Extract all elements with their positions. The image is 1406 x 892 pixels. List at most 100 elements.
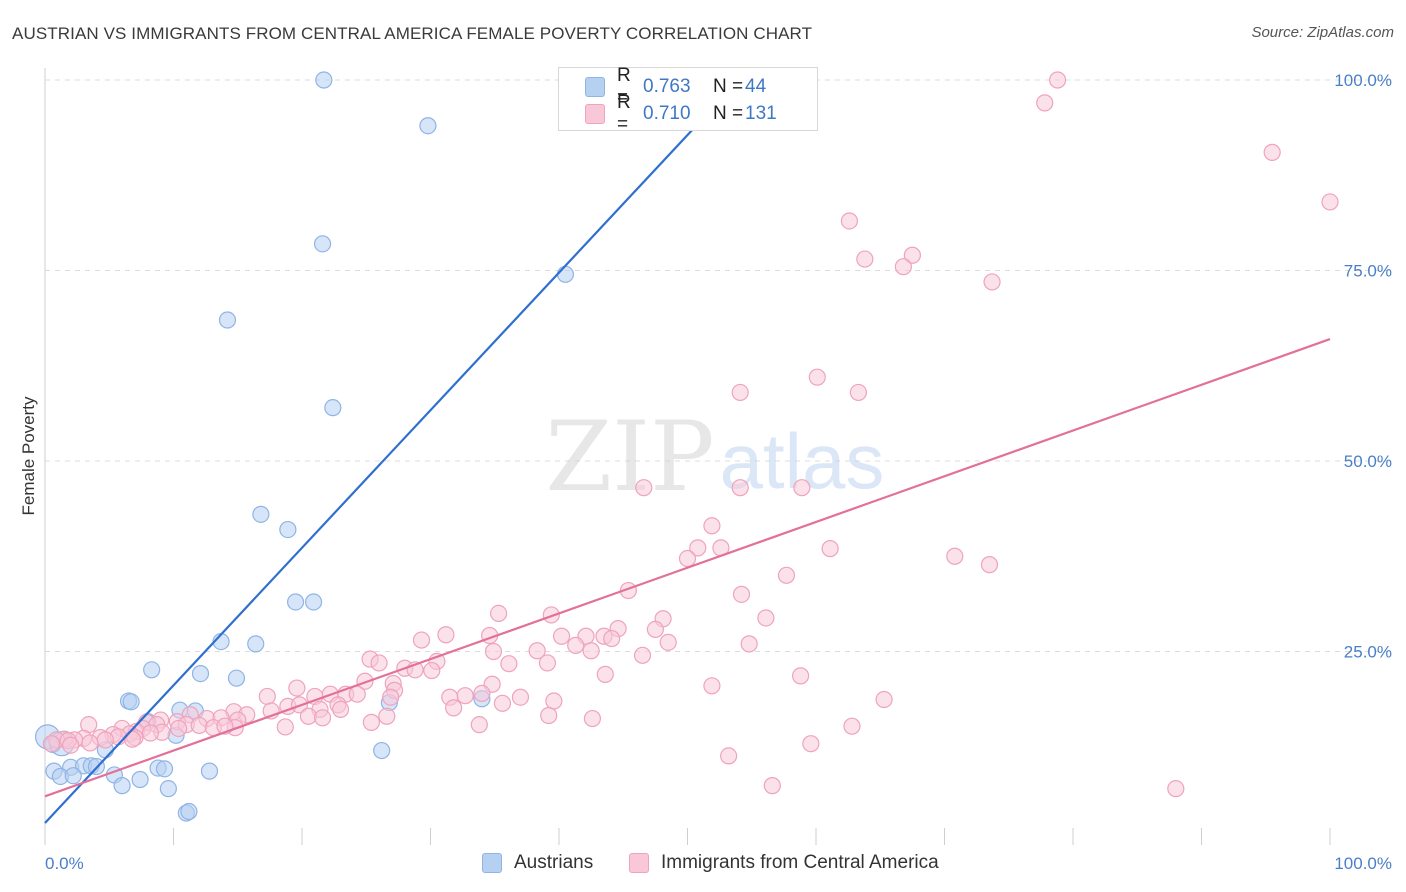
- immigrant-point: [703, 517, 721, 535]
- immigrant-point: [511, 688, 530, 706]
- immigrant-point: [635, 479, 653, 497]
- austrian-point: [131, 770, 149, 789]
- austrian-point: [279, 520, 297, 539]
- immigrant-point: [1167, 780, 1185, 798]
- austrians-trend-line: [44, 79, 740, 824]
- immigrant-point: [633, 646, 652, 664]
- austrian-point: [122, 693, 140, 711]
- immigrant-point: [903, 246, 921, 264]
- immigrant-point: [538, 654, 557, 672]
- axes: [44, 68, 1331, 845]
- immigrant-point: [732, 585, 751, 603]
- legend-row-immigrants: R = 0.710 N = 131: [585, 92, 777, 135]
- immigrant-point: [456, 687, 474, 705]
- immigrant-point: [731, 479, 749, 497]
- immigrant-point: [1321, 193, 1339, 211]
- immigrant-point: [412, 631, 431, 649]
- austrian-point: [113, 777, 131, 795]
- immigrant-point: [288, 679, 306, 697]
- legend-label-immigrants: Immigrants from Central America: [661, 852, 939, 873]
- austrian-point: [556, 265, 575, 283]
- series-legend: Austrians Immigrants from Central Americ…: [0, 852, 1406, 878]
- legend-label-austrians: Austrians: [514, 852, 594, 873]
- austrian-point: [247, 635, 265, 653]
- legend-n-label: N =: [713, 103, 744, 124]
- immigrant-point: [473, 684, 491, 703]
- immigrant-point: [540, 706, 558, 725]
- immigrant-point: [583, 709, 602, 728]
- legend-n-label: N =: [713, 76, 744, 97]
- immigrant-point: [378, 707, 396, 725]
- austrian-point: [155, 760, 174, 778]
- immigrant-point: [437, 626, 455, 644]
- immigrant-point: [500, 655, 518, 673]
- immigrant-point: [552, 627, 571, 645]
- austrian-point: [159, 780, 177, 798]
- legend-r-label: R =: [617, 65, 631, 108]
- source-label: Source: ZipAtlas.com: [1251, 24, 1394, 41]
- austrian-point: [304, 593, 323, 611]
- chart-title: AUSTRIAN VS IMMIGRANTS FROM CENTRAL AMER…: [12, 24, 813, 43]
- immigrant-point: [659, 633, 677, 651]
- immigrant-point: [348, 685, 366, 703]
- immigrant-point: [258, 687, 276, 706]
- austrian-point: [64, 767, 82, 785]
- immigrant-point: [983, 273, 1001, 291]
- immigrant-point: [42, 735, 61, 753]
- legend-n-value: 131: [745, 103, 777, 124]
- austrian-point: [200, 762, 219, 780]
- immigrant-point: [276, 718, 294, 736]
- immigrant-point: [356, 672, 374, 690]
- immigrant-point: [646, 620, 664, 639]
- immigrant-point: [370, 654, 388, 672]
- tick-labels: 25.0% 50.0% 75.0% 100.0% 0.0% 100.0%: [45, 71, 1392, 873]
- y-axis-title: Female Poverty: [19, 396, 38, 516]
- immigrant-point: [362, 713, 380, 731]
- legend-swatch-blue: [585, 77, 605, 97]
- austrian-point: [191, 664, 210, 683]
- immigrant-point: [731, 383, 749, 402]
- immigrant-point: [423, 661, 441, 680]
- immigrant-point: [894, 258, 912, 276]
- immigrant-point: [849, 383, 868, 402]
- immigrant-point: [703, 677, 721, 695]
- immigrant-point: [596, 665, 614, 683]
- immigrant-point: [445, 699, 463, 717]
- austrian-point: [315, 71, 333, 89]
- austrian-point: [143, 661, 161, 679]
- correlation-legend: R = 0.763 N = 44 R = 0.710 N = 131: [558, 65, 818, 135]
- immigrant-point: [62, 736, 80, 754]
- austrian-point: [373, 741, 391, 760]
- y-tick-label: 75.0%: [1344, 262, 1392, 281]
- immigrant-point: [528, 642, 546, 660]
- immigrant-point: [1048, 71, 1067, 89]
- immigrant-point: [740, 635, 758, 653]
- austrian-point: [313, 235, 332, 253]
- immigrant-point: [689, 539, 707, 557]
- legend-row-austrians: R = 0.763 N = 44: [585, 65, 767, 108]
- immigrant-point: [299, 707, 318, 725]
- immigrant-point: [141, 724, 159, 742]
- immigrant-point: [490, 604, 508, 623]
- legend-item-austrians: Austrians: [482, 852, 593, 874]
- austrian-point: [218, 311, 237, 329]
- legend-item-immigrants: Immigrants from Central America: [629, 852, 939, 874]
- y-tick-label: 50.0%: [1344, 452, 1392, 471]
- immigrant-point: [757, 609, 775, 627]
- immigrant-point: [777, 566, 796, 584]
- austrian-point: [180, 802, 198, 821]
- immigrant-point: [96, 731, 114, 749]
- immigrant-point: [946, 547, 964, 565]
- legend-n-value: 44: [745, 76, 767, 97]
- immigrant-point: [1036, 94, 1054, 112]
- immigrant-point: [821, 540, 839, 558]
- immigrant-point: [720, 747, 738, 765]
- immigrant-point: [81, 734, 99, 752]
- y-tick-label: 25.0%: [1344, 643, 1392, 662]
- austrian-point: [324, 399, 342, 417]
- y-tick-label: 100.0%: [1334, 71, 1392, 90]
- immigrants-trend-line: [44, 338, 1331, 798]
- immigrant-point: [843, 717, 861, 735]
- austrian-point: [286, 593, 305, 611]
